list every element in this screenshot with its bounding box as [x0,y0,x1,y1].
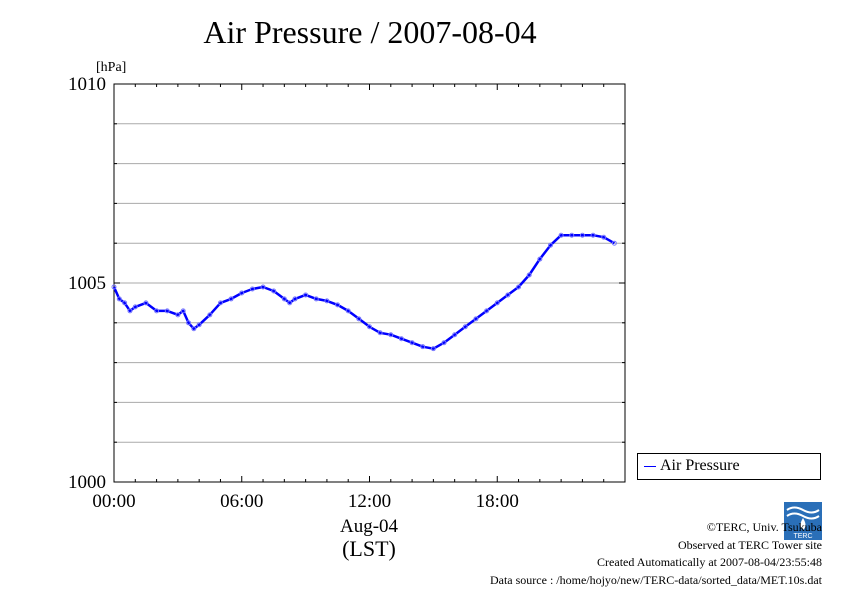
data-point [132,304,138,310]
data-point [271,288,277,294]
data-point [228,296,234,302]
data-point [154,308,160,314]
data-point [287,300,293,306]
x-tick-label: 18:00 [476,491,519,512]
data-point [537,256,543,262]
data-source-text: Data source : /home/hojyo/new/TERC-data/… [489,572,822,587]
data-point [180,308,186,314]
data-point [611,240,617,246]
terc-logo-icon: TERC [784,502,822,540]
data-point [324,298,330,304]
data-point [292,296,298,302]
data-point [601,234,607,240]
data-point [303,292,309,298]
series-line [112,233,616,350]
data-point [441,340,447,346]
data-point [191,326,197,332]
data-point [313,296,319,302]
data-point [452,332,458,338]
credits: ©TERC, Univ. Tsukuba Observed at TERC To… [490,519,822,589]
data-point [239,290,245,296]
data-point [186,320,192,326]
data-point [484,308,490,314]
data-point [569,232,575,238]
y-tick-labels: 1000 1005 1010 [68,74,106,493]
svg-text:TERC: TERC [793,533,812,540]
y-tick-label: 1000 [68,472,106,493]
copyright-text: ©TERC, Univ. Tsukuba [706,520,822,534]
data-point [526,272,532,278]
data-point [281,296,287,302]
x-tick-labels: 00:00 06:00 12:00 18:00 [92,491,519,512]
data-point [398,336,404,342]
x-unit-label: (LST) [342,536,396,561]
axis-ticks [113,83,626,483]
data-point [356,316,362,322]
data-point [409,340,415,346]
grid-lines [114,123,625,443]
chart-title: Air Pressure / 2007-08-04 [203,14,537,50]
data-point [494,300,500,306]
data-point [127,308,133,314]
data-point [473,316,479,322]
data-point [420,344,426,350]
legend-line-air-pressure [644,466,656,467]
y-unit-label: [hPa] [96,60,126,75]
data-point [388,332,394,338]
x-tick-label: 06:00 [220,491,263,512]
data-point [196,322,202,328]
data-point [249,286,255,292]
created-text: Created Automatically at 2007-08-04/23:5… [597,555,822,569]
legend-label-air-pressure: Air Pressure [660,457,740,474]
data-point [462,324,468,330]
data-point [345,308,351,314]
data-point [590,232,596,238]
data-point [164,308,170,314]
data-point [579,232,585,238]
data-point [260,284,266,290]
x-date-label: Aug-04 [340,516,399,537]
data-point [111,284,117,290]
y-tick-label: 1005 [68,273,106,294]
data-point [377,330,383,336]
data-point [143,300,149,306]
data-point [116,296,122,302]
data-point [505,292,511,298]
data-point [207,312,213,318]
y-tick-label: 1010 [68,74,106,95]
data-point [430,346,436,352]
series-air-pressure [111,232,617,352]
observed-text: Observed at TERC Tower site [677,537,822,552]
data-point [516,284,522,290]
data-point [175,312,181,318]
x-tick-label: 00:00 [92,491,135,512]
x-tick-label: 12:00 [348,491,391,512]
data-point [217,300,223,306]
data-point [367,324,372,330]
data-point [122,300,128,306]
data-point [335,302,341,308]
data-point [558,232,564,238]
data-point [547,242,553,248]
legend: Air Pressure [637,453,821,480]
